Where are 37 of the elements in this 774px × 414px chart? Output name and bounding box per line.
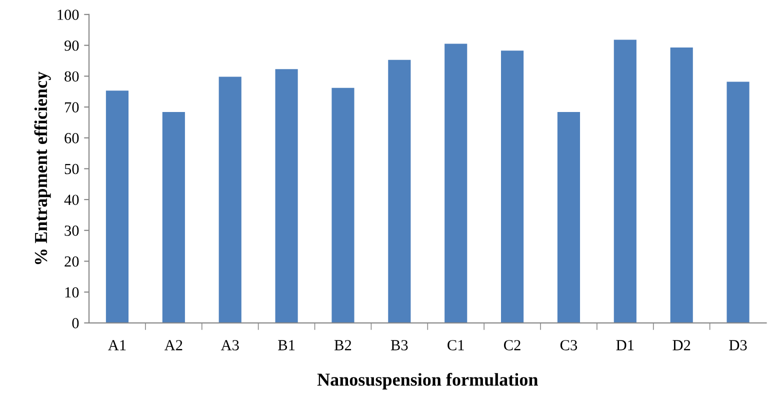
x-tick-label: C3 <box>560 340 578 350</box>
bar <box>275 69 298 323</box>
x-tick-label: B3 <box>390 340 408 350</box>
x-tick-label: C1 <box>448 340 464 350</box>
bar <box>162 112 185 323</box>
y-axis-title: % Entrapment efficiency <box>34 72 51 264</box>
bar <box>614 40 636 323</box>
bar <box>444 44 468 323</box>
bar <box>501 50 524 323</box>
y-tick-label: 10 <box>65 287 79 298</box>
y-tick-label: 60 <box>64 133 79 144</box>
x-tick-label: C2 <box>504 340 520 350</box>
x-tick-label: D2 <box>672 340 690 350</box>
y-tick-label: 70 <box>65 102 79 112</box>
y-tick-label: 0 <box>72 318 79 328</box>
x-tick-label: A1 <box>108 340 126 350</box>
y-tick-label: 80 <box>64 71 79 82</box>
bar <box>388 60 411 323</box>
bar <box>218 76 242 323</box>
y-tick-label: 90 <box>64 40 79 51</box>
bar <box>670 47 693 323</box>
x-tick-label: B2 <box>334 340 352 350</box>
y-tick-label: 20 <box>64 256 79 267</box>
bar <box>726 82 750 323</box>
x-tick-label: D1 <box>616 340 634 350</box>
bar <box>332 88 354 323</box>
bar <box>557 112 580 323</box>
x-tick-label: A3 <box>220 340 239 350</box>
x-tick-label: A2 <box>164 340 182 350</box>
y-tick-label: 30 <box>64 226 79 236</box>
x-tick-label: B1 <box>278 340 295 350</box>
y-tick-label: 40 <box>64 194 79 205</box>
x-axis-title: Nanosuspension formulation <box>317 372 538 390</box>
y-tick-label: 100 <box>58 10 79 20</box>
y-tick-label: 50 <box>64 164 79 174</box>
x-tick-label: D3 <box>729 340 747 350</box>
bar <box>106 90 129 323</box>
